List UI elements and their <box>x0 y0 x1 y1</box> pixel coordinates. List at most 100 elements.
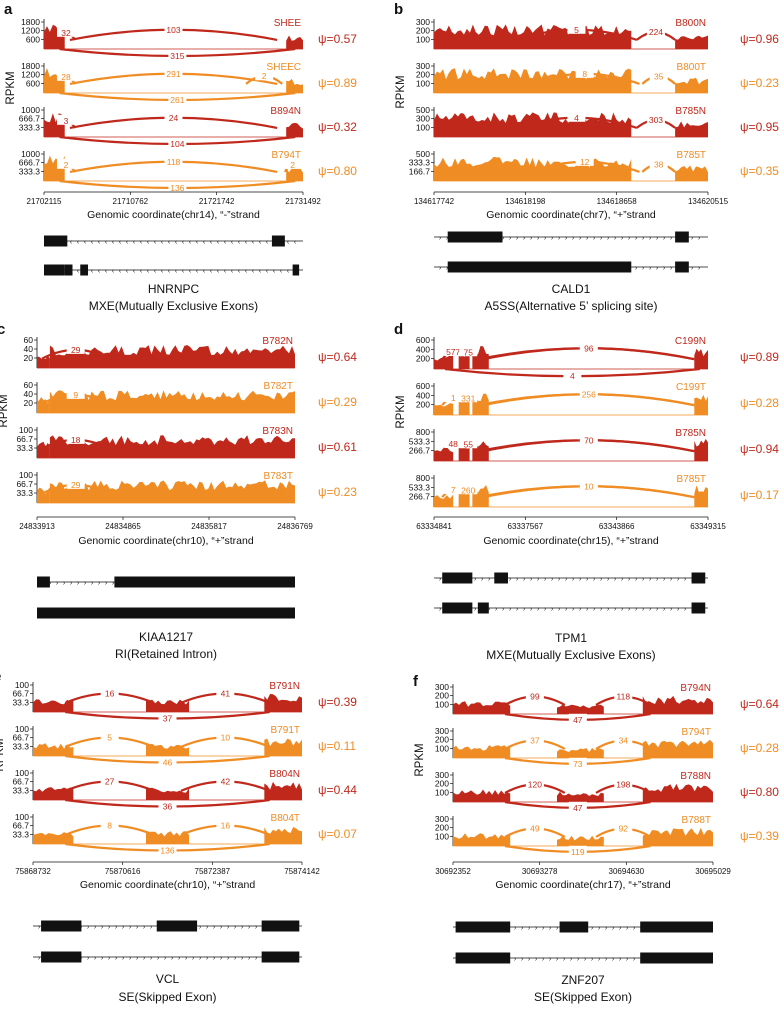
sample-label: B782N <box>262 336 293 347</box>
strand-arrow-icon: › <box>544 606 547 613</box>
strand-arrow-icon: › <box>516 235 519 242</box>
y-tick-label: 100 <box>416 78 430 88</box>
junction-label-bg <box>568 757 587 768</box>
strand-arrow-icon: › <box>635 265 638 272</box>
strand-arrow-icon: › <box>577 956 580 963</box>
psi-value: ψ=0.28 <box>740 396 779 410</box>
exon-block <box>447 261 632 273</box>
x-tick-label: 134618198 <box>505 197 546 206</box>
strand-arrow-icon: › <box>213 924 216 931</box>
junction-label-bg <box>444 483 463 494</box>
coverage-area <box>37 397 50 413</box>
strand-arrow-icon: › <box>150 955 153 962</box>
strand-arrow-icon: › <box>255 924 258 931</box>
y-tick-label: 1800 <box>21 61 40 71</box>
psi-value: ψ=0.94 <box>740 442 779 456</box>
coverage-area <box>557 748 604 758</box>
sample-label: B794T <box>682 727 711 738</box>
coverage-area <box>472 345 489 369</box>
strand-arrow-icon: › <box>143 955 146 962</box>
coverage-area <box>675 35 708 49</box>
junction-count: 2 <box>64 160 69 170</box>
junction-count: 303 <box>649 115 663 125</box>
strand-arrow-icon: ‹ <box>77 239 80 246</box>
y-tick-label: 100 <box>15 812 29 822</box>
strand-arrow-icon: › <box>572 576 575 583</box>
strand-arrow-icon: › <box>192 955 195 962</box>
panel-letter-f: f <box>413 673 419 690</box>
strand-arrow-icon: › <box>649 265 652 272</box>
junction-label-bg <box>216 819 235 830</box>
junction-count: 224 <box>649 27 663 37</box>
y-tick-label: 333.3 <box>19 166 41 176</box>
coverage-area <box>675 77 708 93</box>
strand-arrow-icon: › <box>129 955 132 962</box>
strand-arrow-icon: › <box>509 576 512 583</box>
strand-arrow-icon: › <box>528 925 531 932</box>
x-tick-label: 63349315 <box>690 522 726 531</box>
sample-label: B783T <box>264 471 293 482</box>
junction-label-bg <box>459 484 478 495</box>
strand-arrow-icon: › <box>530 576 533 583</box>
coverage-area <box>145 787 190 800</box>
strand-arrow-icon: › <box>565 235 568 242</box>
y-tick-label: 600 <box>26 34 40 44</box>
strand-arrow-icon: › <box>684 576 687 583</box>
strand-arrow-icon: › <box>607 235 610 242</box>
y-tick-label: 100 <box>19 470 33 480</box>
junction-count: 92 <box>619 824 629 834</box>
strand-arrow-icon: ‹ <box>112 268 115 275</box>
y-tick-label: 333.3 <box>19 122 41 132</box>
strand-arrow-icon: › <box>663 235 666 242</box>
exon-block <box>559 921 589 933</box>
strand-arrow-icon: ‹ <box>238 239 241 246</box>
strand-arrow-icon: › <box>670 235 673 242</box>
strand-arrow-icon: ‹ <box>119 268 122 275</box>
strand-arrow-icon: › <box>509 235 512 242</box>
strand-arrow-icon: ‹ <box>217 268 220 275</box>
strand-arrow-icon: › <box>584 956 587 963</box>
sample-label: C199T <box>676 382 706 393</box>
junction-count: 8 <box>582 69 587 79</box>
strand-arrow-icon: › <box>649 606 652 613</box>
y-tick-label: 1000 <box>21 149 40 159</box>
junction-label-bg <box>100 687 119 698</box>
y-tick-label: 300 <box>435 682 449 692</box>
y-tick-label: 33.3 <box>12 785 29 795</box>
strand-arrow-icon: › <box>684 606 687 613</box>
y-tick-label: 300 <box>435 726 449 736</box>
strand-arrow-icon: › <box>94 955 97 962</box>
junction-count: 1 <box>451 393 456 403</box>
psi-value: ψ=0.39 <box>740 829 779 843</box>
coverage-area <box>675 165 708 181</box>
y-tick-label: 500 <box>416 105 430 115</box>
junction-count: 75 <box>464 347 474 357</box>
strand-arrow-icon: › <box>642 606 645 613</box>
strand-arrow-icon: › <box>642 235 645 242</box>
strand-arrow-icon: ‹ <box>259 239 262 246</box>
sample-label: B800N <box>675 18 706 29</box>
junction-count: 118 <box>617 692 631 702</box>
strand-arrow-icon: ‹ <box>77 268 80 275</box>
junction-count: 104 <box>170 139 184 149</box>
strand-arrow-icon: › <box>614 606 617 613</box>
y-tick-label: 200 <box>435 779 449 789</box>
strand-arrow-icon: › <box>199 955 202 962</box>
coverage-area <box>286 122 303 137</box>
coverage-area <box>642 739 713 758</box>
strand-arrow-icon: › <box>241 924 244 931</box>
junction-label-bg <box>168 137 187 148</box>
exon-block <box>261 951 300 963</box>
junction-label-bg <box>57 26 76 37</box>
strand-arrow-icon: ‹ <box>161 268 164 275</box>
strand-arrow-icon: ‹ <box>91 268 94 275</box>
y-tick-label: 100 <box>19 425 33 435</box>
strand-arrow-icon: › <box>171 955 174 962</box>
y-axis-label: RPKM <box>0 394 10 427</box>
strand-arrow-icon: › <box>164 955 167 962</box>
strand-arrow-icon: › <box>600 606 603 613</box>
y-tick-label: 33.3 <box>12 741 29 751</box>
